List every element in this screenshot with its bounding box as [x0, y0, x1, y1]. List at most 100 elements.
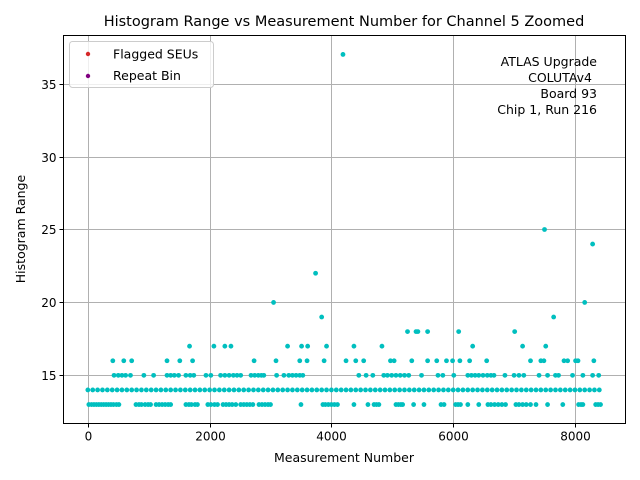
data-point	[499, 387, 505, 393]
annotation: ATLAS Upgrade COLUTAv4 Board 93 Chip 1, …	[497, 54, 597, 117]
data-point	[488, 402, 494, 407]
data-point	[246, 387, 252, 393]
data-point	[338, 387, 344, 393]
data-point	[314, 387, 320, 393]
data-point	[502, 372, 508, 378]
data-point	[402, 372, 407, 378]
annotation-line-4: Chip 1, Run 216	[497, 102, 597, 117]
data-point	[148, 402, 153, 407]
data-point	[484, 372, 490, 378]
annotation-line-2: COLUTAv4	[528, 70, 592, 85]
legend: Flagged SEUs Repeat Bin	[69, 41, 214, 88]
legend-marker-flagged-seus	[85, 51, 91, 57]
data-point	[305, 343, 311, 349]
data-point	[248, 372, 254, 378]
data-point	[379, 343, 385, 349]
data-point	[551, 314, 557, 320]
data-point	[226, 372, 232, 378]
data-point	[548, 387, 554, 393]
data-point	[596, 372, 602, 378]
data-point	[503, 402, 508, 407]
data-point	[358, 387, 364, 393]
data-point	[484, 358, 490, 364]
x-tick-label: 8000	[560, 430, 591, 444]
data-point	[370, 372, 376, 378]
data-point	[545, 372, 550, 378]
data-point	[567, 387, 573, 393]
data-point	[171, 372, 177, 378]
data-point	[598, 402, 603, 407]
data-point	[441, 402, 447, 407]
data-point	[542, 227, 547, 232]
data-point	[596, 387, 602, 393]
data-point	[293, 372, 299, 378]
chart-title: Histogram Range vs Measurement Number fo…	[104, 14, 585, 30]
annotation-line-1: ATLAS Upgrade	[501, 54, 598, 69]
data-point	[324, 387, 329, 393]
data-point	[191, 372, 197, 378]
data-point	[590, 372, 596, 378]
data-point	[124, 387, 130, 393]
data-point	[321, 358, 327, 364]
data-point	[504, 387, 510, 393]
data-point	[470, 343, 476, 349]
data-point	[241, 387, 247, 393]
data-point	[190, 358, 195, 364]
data-point	[351, 402, 357, 407]
data-point	[211, 343, 217, 349]
data-point	[465, 372, 471, 378]
data-point	[409, 358, 415, 364]
data-point	[90, 387, 96, 393]
data-point	[298, 402, 304, 407]
data-point	[134, 387, 139, 393]
data-point	[377, 387, 383, 393]
data-point	[252, 372, 258, 378]
data-point	[455, 387, 461, 393]
data-point	[450, 387, 456, 393]
data-point	[104, 387, 110, 393]
data-point	[343, 358, 349, 364]
y-tick-label: 35	[41, 78, 56, 92]
data-point	[467, 358, 473, 364]
data-point	[541, 358, 547, 364]
data-point	[538, 387, 544, 393]
data-point	[231, 387, 237, 393]
data-point	[265, 387, 271, 393]
data-point	[168, 387, 174, 393]
data-point	[494, 387, 500, 393]
data-point	[290, 372, 295, 378]
data-point	[271, 300, 276, 305]
data-point	[397, 387, 403, 393]
data-point	[123, 372, 129, 378]
data-point	[218, 372, 223, 378]
data-point	[562, 387, 568, 393]
data-point	[425, 358, 431, 364]
data-point	[192, 387, 198, 393]
data-point	[516, 372, 522, 378]
data-point	[440, 372, 446, 378]
data-point	[393, 372, 399, 378]
data-point	[207, 387, 213, 393]
data-point	[451, 372, 457, 378]
data-point	[582, 300, 588, 305]
data-point	[319, 387, 325, 393]
data-point	[238, 372, 244, 378]
data-point	[389, 372, 395, 378]
data-point	[286, 372, 292, 378]
data-point	[300, 372, 306, 378]
data-point	[367, 387, 373, 393]
data-point	[469, 372, 474, 378]
data-point	[528, 358, 533, 364]
data-point	[441, 387, 446, 393]
data-point	[221, 387, 227, 393]
data-point	[523, 402, 529, 407]
data-point	[553, 387, 558, 393]
data-point	[528, 402, 533, 407]
data-point	[436, 387, 441, 393]
data-point	[426, 387, 432, 393]
data-point	[299, 387, 305, 393]
data-point	[518, 387, 524, 393]
data-point	[514, 387, 519, 393]
data-point	[236, 387, 242, 393]
data-point	[114, 387, 120, 393]
